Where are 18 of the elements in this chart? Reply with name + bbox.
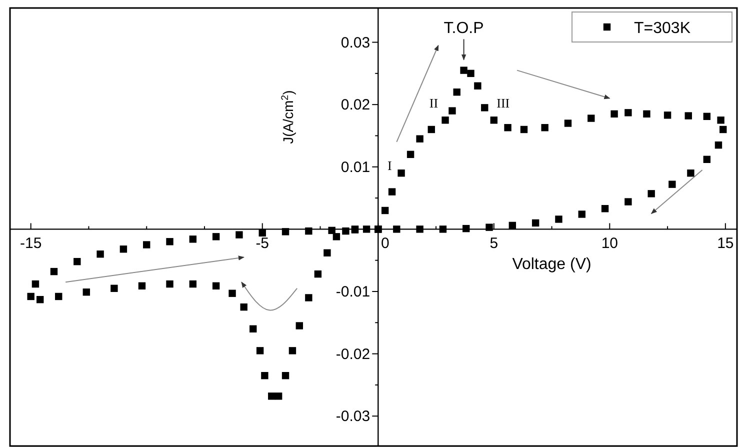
y-tick-label: 0.01 xyxy=(340,158,370,176)
legend-label: T=303K xyxy=(634,20,691,37)
annotation: I xyxy=(388,158,392,173)
x-tick-label: -5 xyxy=(256,235,270,252)
annotation: T.O.P xyxy=(444,20,484,37)
x-tick-label: 5 xyxy=(490,235,498,252)
x-axis-title: Voltage (V) xyxy=(512,256,592,274)
y-tick-label: -0.03 xyxy=(336,408,370,426)
annotation: II xyxy=(429,96,438,111)
y-tick-label: -0.02 xyxy=(336,346,370,363)
x-tick-label: 0 xyxy=(380,235,390,252)
y-tick-label: -0.01 xyxy=(336,283,370,300)
y-tick-label: 0.02 xyxy=(340,96,370,114)
x-tick-label: -15 xyxy=(20,235,42,252)
x-tick-label: 15 xyxy=(717,235,734,252)
annotation: III xyxy=(496,96,510,111)
x-tick-label: 10 xyxy=(601,235,618,252)
y-tick-label: 0.03 xyxy=(340,34,370,52)
